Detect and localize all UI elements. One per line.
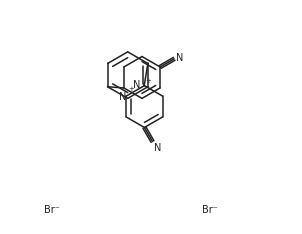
Text: N: N [176,53,184,63]
Text: N: N [154,143,161,153]
Text: N: N [119,92,127,102]
Text: +: + [146,78,151,84]
Text: N: N [133,80,140,90]
Text: +: + [128,86,134,92]
Text: Br⁻: Br⁻ [202,205,218,215]
Text: Br⁻: Br⁻ [44,205,60,215]
